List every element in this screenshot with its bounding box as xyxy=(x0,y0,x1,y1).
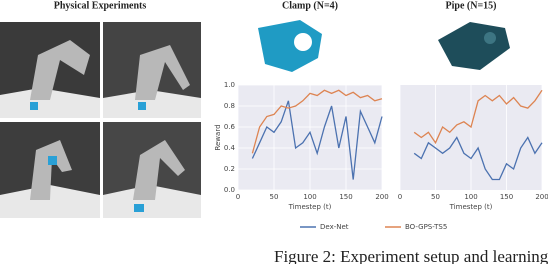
y-tick-label: 0.2 xyxy=(224,165,235,173)
legend-label: BO-GPS-TS5 xyxy=(405,223,447,231)
x-tick-label: 200 xyxy=(535,193,548,201)
line-series xyxy=(413,136,543,181)
x-tick-label: 200 xyxy=(375,193,388,201)
x-tick-label: 150 xyxy=(339,193,352,201)
line-series xyxy=(251,100,383,180)
x-axis-label: Timestep (t) xyxy=(288,203,332,211)
x-axis-label: Timestep (t) xyxy=(449,203,493,211)
chart-title: Clamp (N=4) xyxy=(282,0,338,11)
line-series xyxy=(413,89,543,145)
x-tick-label: 50 xyxy=(431,193,440,201)
x-tick-label: 150 xyxy=(500,193,513,201)
y-axis-label: Reward xyxy=(214,124,222,150)
photos xyxy=(0,22,201,218)
object-renders xyxy=(258,20,510,72)
y-tick-label: 0.8 xyxy=(224,102,235,110)
y-tick-label: 0.4 xyxy=(224,144,236,152)
y-tick-label: 1.0 xyxy=(224,81,235,89)
x-tick-label: 100 xyxy=(464,193,477,201)
x-tick-label: 0 xyxy=(398,193,402,201)
x-tick-label: 100 xyxy=(303,193,316,201)
y-tick-label: 0.0 xyxy=(224,186,235,194)
x-tick-label: 0 xyxy=(236,193,240,201)
x-tick-label: 50 xyxy=(270,193,279,201)
line-series xyxy=(251,89,383,154)
y-tick-label: 0.6 xyxy=(224,123,236,131)
legend-label: Dex-Net xyxy=(320,223,349,231)
chart-title: Pipe (N=15) xyxy=(446,0,497,11)
panel-title: Physical Experiments xyxy=(54,0,147,11)
caption: Figure 2: Experiment setup and learning … xyxy=(274,247,548,264)
